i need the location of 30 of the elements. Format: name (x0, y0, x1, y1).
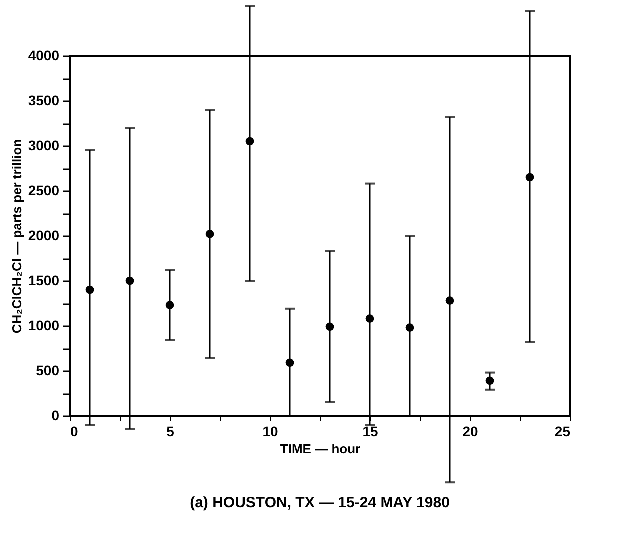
x-tick-label: 20 (462, 424, 478, 440)
point (446, 296, 454, 305)
text: (a) HOUSTON, TX — 15-24 MAY 1980 (190, 494, 450, 512)
y-tick-label: 0 (52, 408, 60, 424)
y-tick-label: 3500 (28, 92, 60, 108)
y-axis-title: CH₂ClCH₂Cl — parts per trillion (9, 139, 24, 334)
y-tick-label: 1500 (28, 272, 60, 288)
point (246, 137, 254, 146)
point (406, 324, 414, 332)
point (126, 276, 134, 286)
x-axis-title: TIME — hour (280, 442, 361, 456)
y-tick-label: 2500 (28, 182, 60, 198)
point (286, 358, 294, 368)
point (326, 322, 334, 332)
y-tick-label: 500 (36, 362, 60, 378)
x-tick-label: 10 (262, 424, 278, 440)
y-tick-label: 1000 (28, 318, 60, 334)
point (166, 301, 174, 310)
x-tick-label: 0 (70, 424, 78, 440)
x-tick-label: 25 (554, 424, 571, 440)
y-tick-label: 3000 (28, 138, 60, 154)
y-tick-label: 4000 (28, 48, 60, 64)
point (486, 376, 494, 386)
x-tick-label: 15 (362, 424, 378, 440)
point (86, 286, 94, 294)
x-tick-label: 5 (166, 424, 175, 440)
point (206, 230, 214, 238)
y-tick-label: 2000 (28, 228, 60, 244)
point (366, 314, 374, 323)
point (526, 173, 534, 182)
